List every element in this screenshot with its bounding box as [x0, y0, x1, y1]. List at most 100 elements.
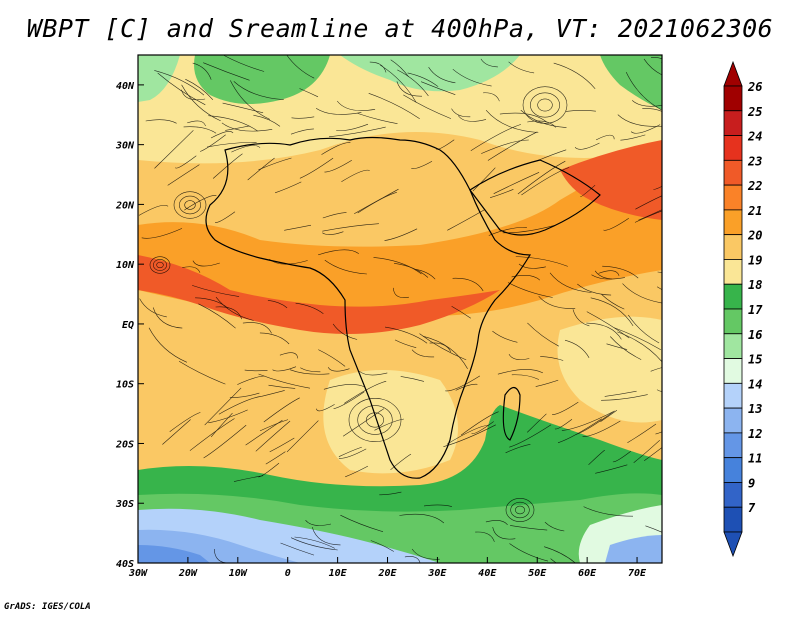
streamline [208, 115, 258, 132]
streamline [259, 419, 289, 432]
streamline [609, 336, 642, 360]
streamline [192, 285, 240, 297]
streamline [447, 209, 486, 231]
lon-tick-label: 10W [229, 568, 248, 579]
streamline [595, 464, 628, 474]
colorbar-swatch [723, 432, 743, 459]
streamline [565, 110, 596, 112]
streamline [145, 119, 177, 124]
streamline [488, 227, 527, 236]
streamline [253, 114, 281, 127]
streamline [657, 271, 662, 273]
streamline [305, 520, 332, 526]
lat-tick-label: 10S [116, 380, 134, 391]
streamline [403, 94, 452, 119]
streamline [634, 210, 662, 223]
streamline [370, 540, 394, 552]
colorbar-swatch [723, 234, 743, 260]
streamline [527, 322, 559, 347]
streamline [411, 548, 440, 560]
colorbar-label: 21 [747, 204, 762, 218]
streamline [269, 437, 295, 453]
streamline [586, 311, 630, 339]
grads-credit: GrADS: IGES/COLA [4, 602, 91, 612]
vortex-streamline [156, 261, 164, 269]
streamline [183, 126, 217, 134]
streamline [475, 531, 495, 542]
streamline [490, 189, 514, 198]
colorbar-swatch [723, 482, 743, 508]
lat-tick-label: 30S [115, 499, 134, 510]
streamline [517, 160, 566, 195]
streamline [208, 409, 248, 424]
streamline [650, 57, 662, 60]
streamline [272, 366, 297, 372]
streamline [157, 72, 206, 106]
colorbar-label: 20 [747, 229, 762, 243]
streamline [591, 274, 625, 280]
streamline [318, 249, 359, 256]
streamline [586, 322, 622, 340]
streamline [373, 257, 422, 275]
lat-tick-label: 20N [115, 200, 135, 211]
streamline [553, 62, 596, 89]
streamline [436, 139, 455, 150]
streamline [141, 228, 183, 239]
colorbar-swatch [723, 259, 743, 285]
streamline [393, 287, 409, 298]
streamline [368, 93, 420, 119]
streamline [315, 107, 362, 115]
streamline [340, 514, 384, 532]
colorbar-label: 14 [748, 377, 762, 391]
streamline [452, 68, 492, 87]
streamline [505, 444, 531, 454]
streamline [429, 342, 452, 353]
colorbar-swatch [723, 110, 743, 136]
streamline [322, 223, 379, 232]
streamline [210, 131, 234, 139]
streamline [656, 389, 662, 392]
streamline [588, 449, 606, 466]
streamline [526, 413, 547, 433]
streamline [594, 270, 613, 280]
streamline [265, 451, 286, 465]
streamline [338, 446, 362, 457]
streamline [198, 303, 236, 329]
streamline [182, 266, 201, 273]
streamline [233, 81, 284, 100]
streamline [259, 332, 290, 345]
streamline [583, 506, 634, 517]
streamline [338, 448, 367, 459]
streamline [390, 59, 409, 77]
streamline [628, 314, 660, 344]
streamline [485, 110, 539, 133]
lat-tick-label: 40S [116, 559, 134, 570]
streamline [154, 130, 194, 169]
streamline [497, 369, 544, 375]
streamline [184, 195, 217, 211]
streamline [328, 126, 386, 138]
colorbar-swatch [723, 184, 743, 211]
streamline [452, 277, 484, 292]
lon-tick-label: 20E [377, 568, 397, 579]
streamline [508, 353, 530, 360]
streamline [598, 270, 620, 276]
lat-tick-label: 40N [116, 81, 135, 92]
colorbar-label: 18 [748, 278, 762, 292]
vortex-streamline [522, 86, 568, 124]
streamline [617, 114, 662, 127]
streamline [384, 326, 428, 344]
streamline [650, 367, 662, 372]
streamline [423, 504, 452, 507]
streamline [261, 390, 285, 397]
colorbar-label: 11 [748, 452, 762, 466]
colorbar-label: 15 [748, 353, 762, 367]
lat-tick-label: 10N [116, 260, 135, 271]
colorbar-swatch [723, 159, 743, 186]
streamline [655, 431, 662, 435]
lon-tick-label: 30E [427, 568, 447, 579]
streamline [229, 392, 260, 398]
streamline [324, 259, 367, 275]
streamline [374, 418, 404, 431]
